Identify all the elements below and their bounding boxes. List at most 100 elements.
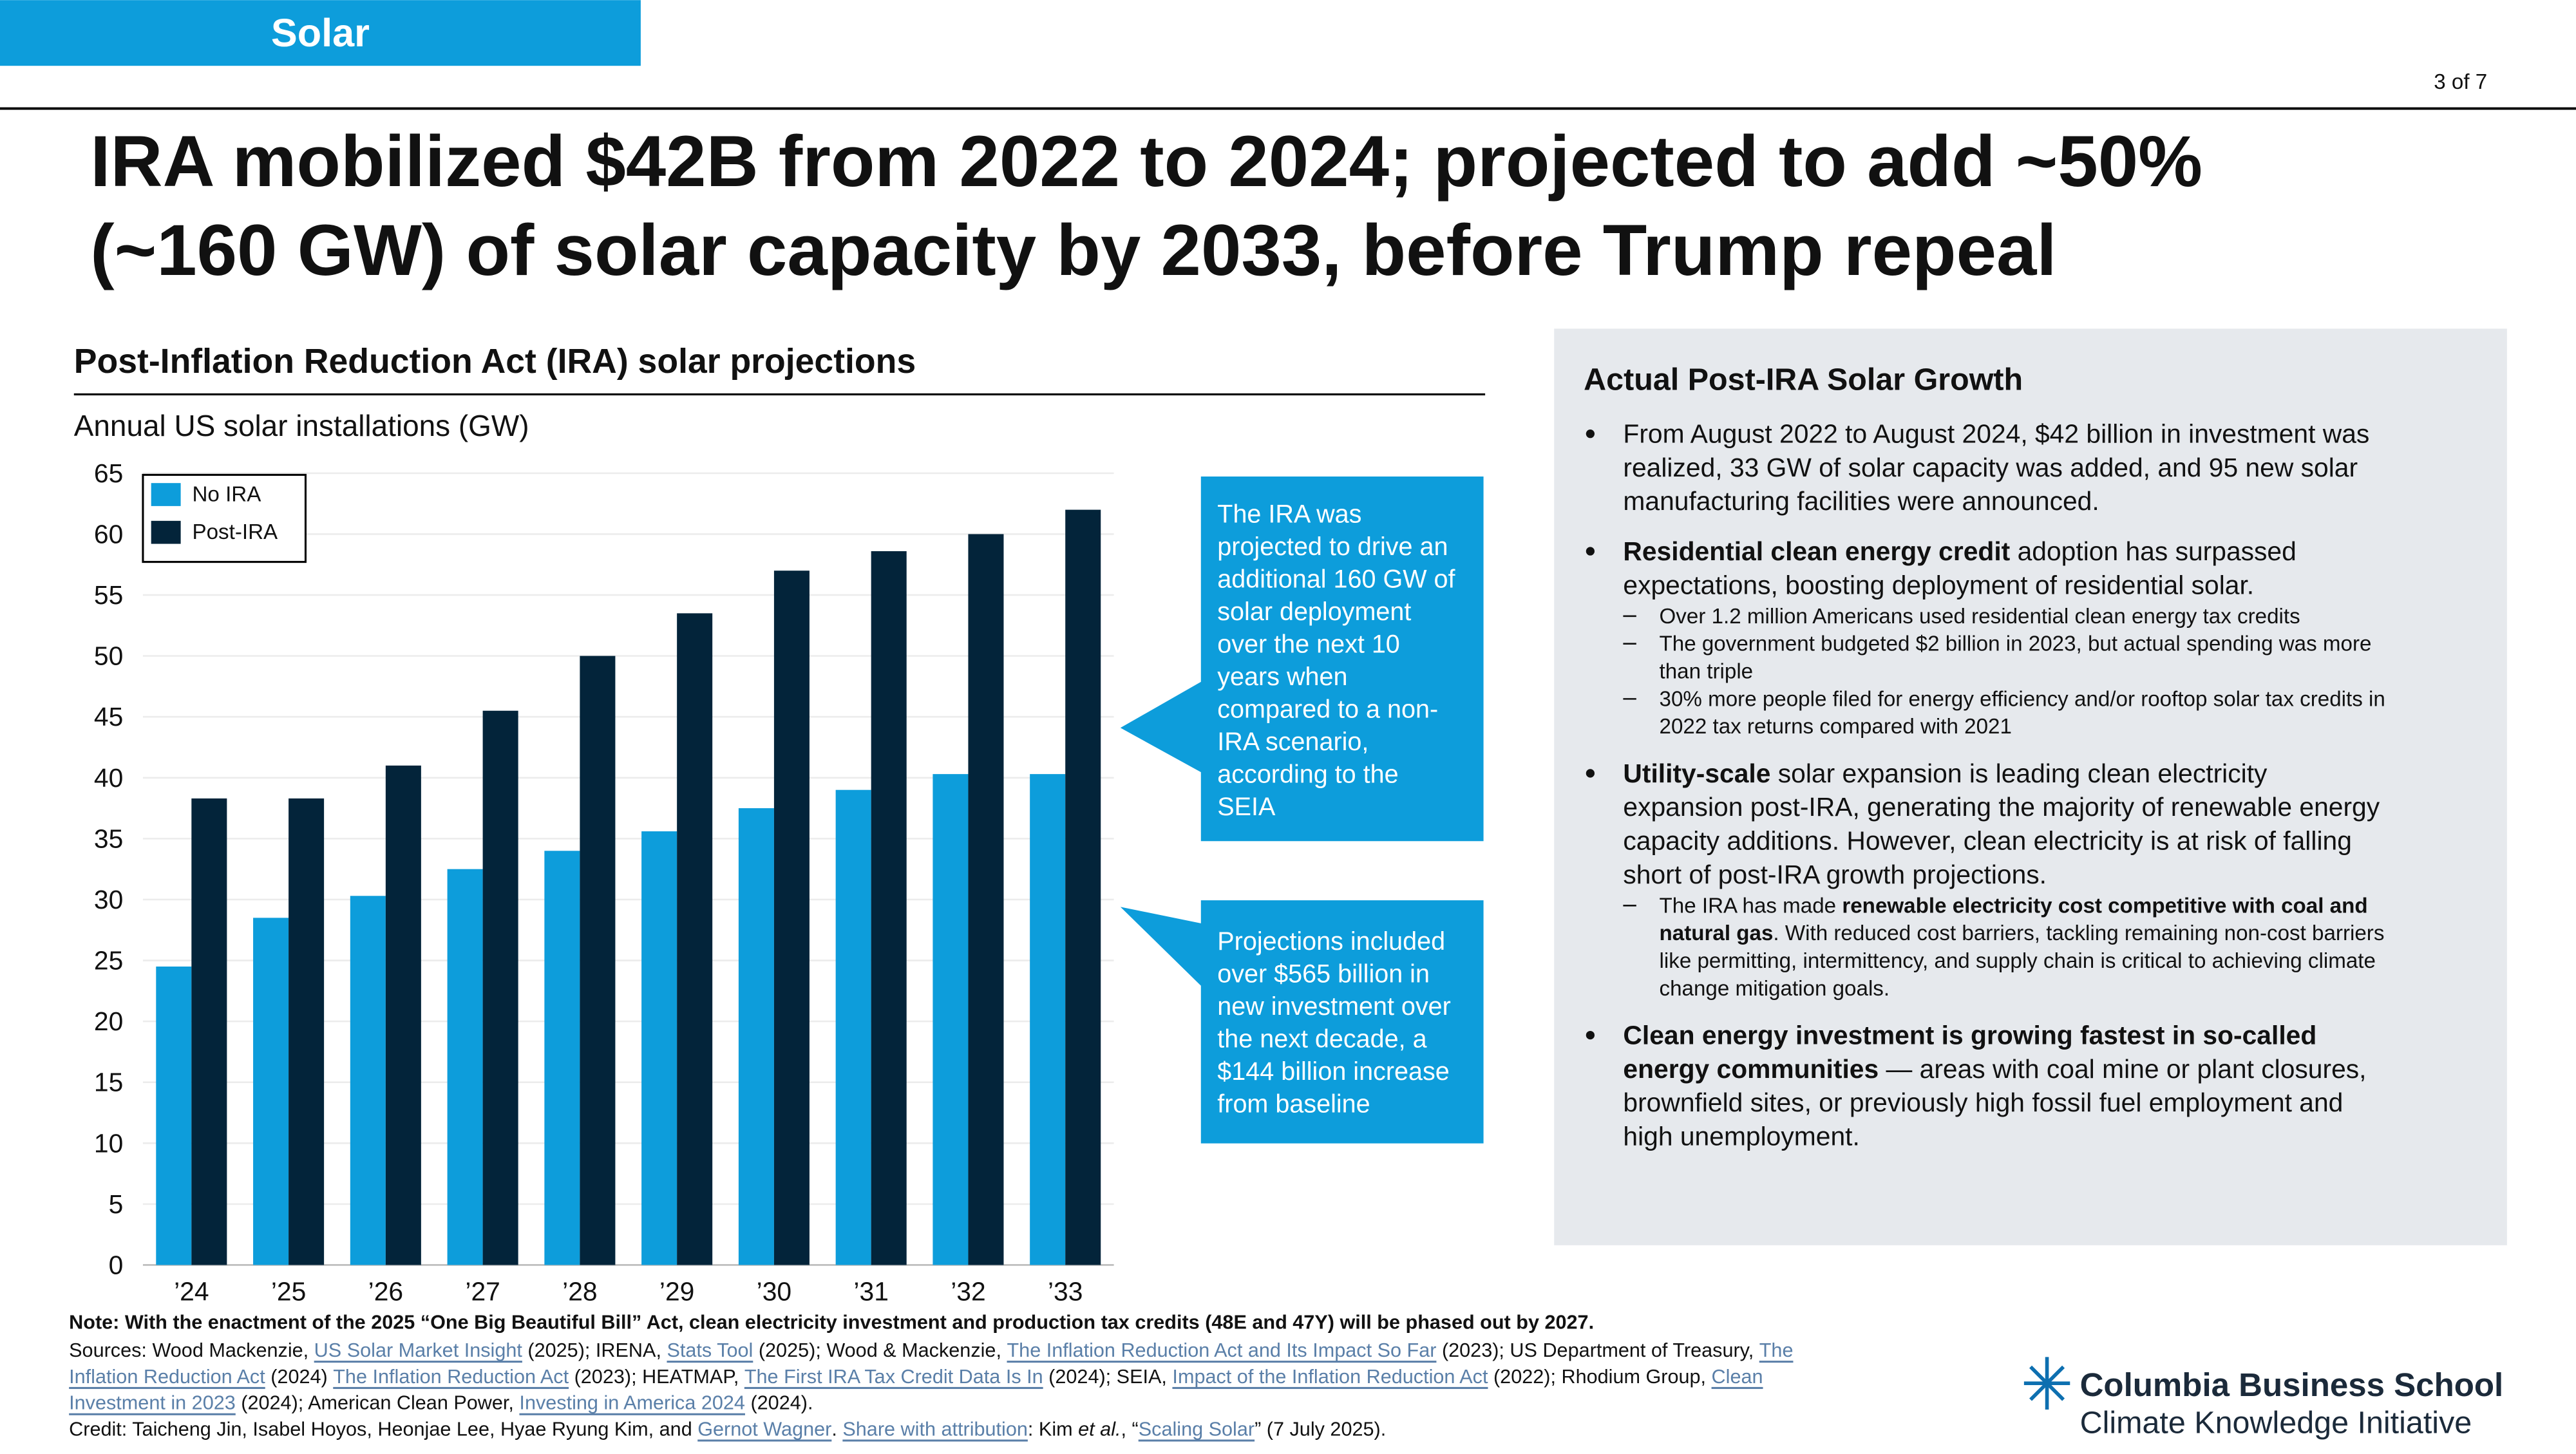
y-tick-label: 60	[94, 519, 123, 549]
bullet-text: short of post-IRA growth projections.	[1623, 860, 2047, 889]
bullet-dot	[1586, 547, 1595, 556]
link[interactable]: Clean	[1712, 1366, 1763, 1388]
callout-text: The IRA was	[1217, 500, 1361, 529]
bar	[447, 869, 483, 1265]
sub-bullet-text: like permitting, intermittency, and supp…	[1660, 949, 2376, 973]
text-segment: Credit: Taicheng Jin, Isabel Hoyos, Heon…	[69, 1419, 697, 1440]
y-tick-label: 5	[109, 1189, 124, 1219]
link[interactable]: The	[1759, 1339, 1794, 1361]
callout-text: new investment over	[1217, 992, 1451, 1021]
y-tick-label: 45	[94, 702, 123, 732]
text-segment: The IRA has made	[1660, 894, 1842, 918]
y-tick-label: 40	[94, 763, 123, 793]
bullet-text: Residential clean energy credit adoption…	[1623, 536, 2296, 566]
sub-bullet-text: Over 1.2 million Americans used resident…	[1660, 604, 2300, 628]
link[interactable]: Stats Tool	[667, 1339, 753, 1361]
link[interactable]: Impact of the Inflation Reduction Act	[1172, 1366, 1488, 1388]
text-segment: adoption has surpassed	[2010, 536, 2297, 566]
sub-bullet-text: natural gas. With reduced cost barriers,…	[1660, 921, 2385, 945]
sub-bullet-text: change mitigation goals.	[1660, 976, 1890, 1000]
text-segment: : Kim	[1028, 1419, 1078, 1440]
section-tab	[0, 0, 641, 66]
x-tick-label: ’27	[465, 1276, 500, 1306]
sub-bullet-text: The government budgeted $2 billion in 20…	[1660, 632, 2372, 656]
text-segment: (2024)	[265, 1366, 334, 1388]
footnote: Note: With the enactment of the 2025 “On…	[69, 1312, 1594, 1334]
bullet-text: manufacturing facilities were announced.	[1623, 486, 2099, 516]
bullet-text: Utility-scale solar expansion is leading…	[1623, 759, 2268, 788]
legend-swatch	[151, 520, 181, 544]
text-segment: (2022); Rhodium Group,	[1488, 1366, 1711, 1388]
link[interactable]: US Solar Market Insight	[314, 1339, 523, 1361]
text-segment: renewable electricity cost competitive w…	[1842, 894, 2367, 918]
text-segment: brownfield sites, or previously high fos…	[1623, 1088, 2343, 1117]
link[interactable]: Investing in America 2024	[519, 1392, 745, 1414]
y-tick-label: 65	[94, 458, 123, 488]
text-segment: like permitting, intermittency, and supp…	[1660, 949, 2376, 973]
bar	[253, 918, 289, 1265]
text-segment: , “	[1121, 1419, 1139, 1440]
text-segment: capacity additions. However, clean elect…	[1623, 826, 2351, 856]
bullet-dot	[1586, 769, 1595, 778]
bullet-text: expansion post-IRA, generating the major…	[1623, 792, 2380, 822]
x-tick-label: ’26	[368, 1276, 403, 1306]
bar	[677, 613, 713, 1265]
link[interactable]: The Inflation Reduction Act	[333, 1366, 569, 1388]
bar	[544, 851, 580, 1265]
text-segment: expectations, boosting deployment of res…	[1623, 570, 2254, 600]
bar	[289, 798, 325, 1265]
link[interactable]: The Inflation Reduction Act and Its Impa…	[1007, 1339, 1436, 1361]
side-panel	[1554, 328, 2507, 1245]
callout-text: compared to a non-	[1217, 695, 1438, 724]
text-segment: The government budgeted $2 billion in 20…	[1660, 632, 2372, 656]
text-segment: (2025); IRENA,	[522, 1339, 667, 1361]
text-segment: — areas with coal mine or plant closures…	[1879, 1054, 2366, 1084]
callout-text: SEIA	[1217, 793, 1276, 821]
text-segment: 2022 tax returns compared with 2021	[1660, 715, 2012, 739]
link[interactable]: Inflation Reduction Act	[69, 1366, 265, 1388]
link[interactable]: The First IRA Tax Credit Data Is In	[744, 1366, 1043, 1388]
text-segment: . With reduced cost barriers, tackling r…	[1773, 921, 2384, 945]
sources-line: Inflation Reduction Act (2024) The Infla…	[69, 1366, 1763, 1388]
y-tick-label: 30	[94, 885, 123, 914]
bullet-text: capacity additions. However, clean elect…	[1623, 826, 2351, 856]
bullet-text: From August 2022 to August 2024, $42 bil…	[1623, 419, 2369, 449]
link[interactable]: Scaling Solar	[1139, 1419, 1255, 1440]
bar	[773, 571, 810, 1265]
text-segment: 30% more people filed for energy efficie…	[1660, 687, 2385, 711]
text-segment: manufacturing facilities were announced.	[1623, 486, 2099, 516]
bar	[191, 798, 227, 1265]
text-segment: solar expansion is leading clean electri…	[1770, 759, 2268, 788]
bullet-dot	[1586, 1030, 1595, 1040]
sub-bullet-text: than triple	[1660, 659, 1754, 683]
sub-bullet-text: 30% more people filed for energy efficie…	[1660, 687, 2385, 711]
bar	[738, 808, 774, 1265]
text-segment: natural gas	[1660, 921, 1774, 945]
callout-text: Projections included	[1217, 927, 1445, 956]
legend-label: Post-IRA	[192, 520, 278, 544]
text-segment: energy communities	[1623, 1054, 1879, 1084]
y-axis-label: Annual US solar installations (GW)	[74, 409, 529, 442]
chart-title: Post-Inflation Reduction Act (IRA) solar…	[74, 343, 916, 381]
text-segment: Residential clean energy credit	[1623, 536, 2010, 566]
bar	[580, 656, 616, 1265]
callout-text: years when	[1217, 663, 1347, 691]
text-segment: (2023); US Department of Treasury,	[1436, 1339, 1759, 1361]
bullet-text: realized, 33 GW of solar capacity was ad…	[1623, 453, 2358, 482]
bullet-text: energy communities — areas with coal min…	[1623, 1054, 2366, 1084]
y-tick-label: 25	[94, 946, 123, 976]
y-tick-label: 55	[94, 580, 123, 610]
bullet-text: Clean energy investment is growing faste…	[1623, 1021, 2316, 1050]
x-tick-label: ’25	[271, 1276, 306, 1306]
link[interactable]: Gernot Wagner	[697, 1419, 831, 1440]
slide-title: IRA mobilized $42B from 2022 to 2024; pr…	[90, 120, 2202, 202]
callout-text: IRA scenario,	[1217, 728, 1368, 756]
link[interactable]: Share with attribution	[842, 1419, 1028, 1440]
text-segment: expansion post-IRA, generating the major…	[1623, 792, 2380, 822]
callout-text: from baseline	[1217, 1090, 1370, 1118]
page-number: 3 of 7	[2434, 70, 2487, 94]
text-segment: short of post-IRA growth projections.	[1623, 860, 2047, 889]
callout-text: $144 billion increase	[1217, 1057, 1449, 1086]
link[interactable]: Investment in 2023	[69, 1392, 236, 1414]
